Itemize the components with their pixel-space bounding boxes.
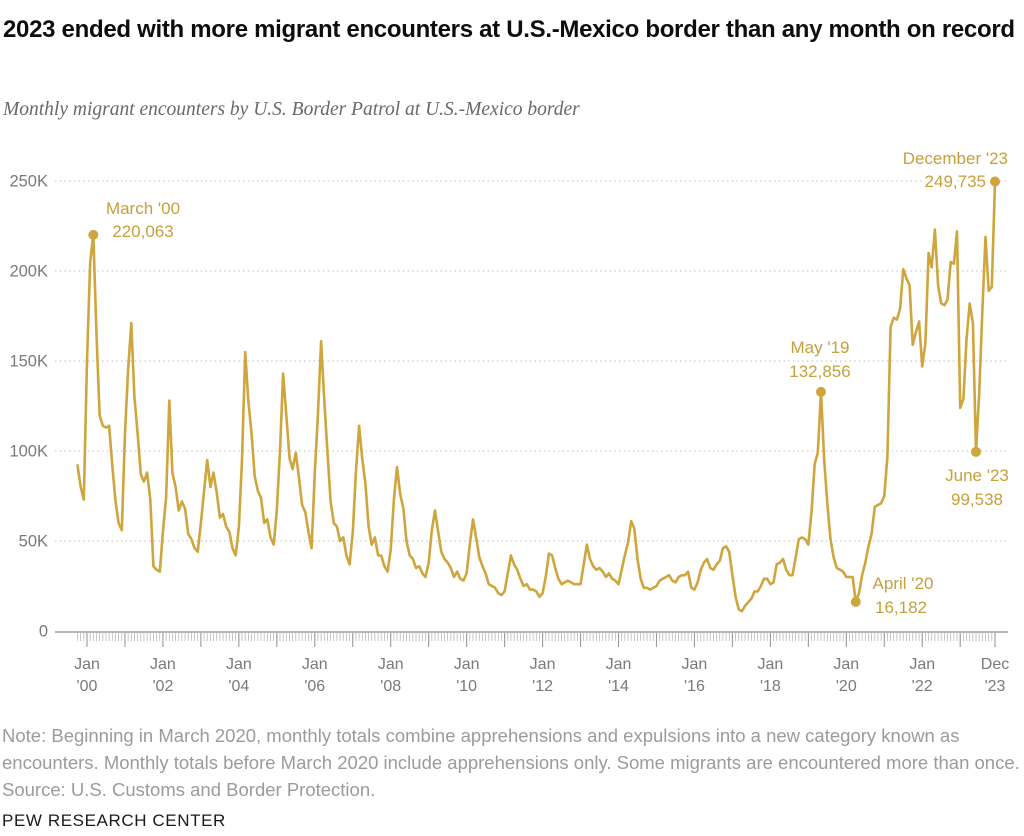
x-axis-label-'22: Jan '22 (909, 656, 935, 695)
annotation-value: 99,538 (951, 490, 1003, 509)
x-axis-label-'02: Jan '02 (150, 656, 176, 695)
x-axis-label-'18: Jan '18 (757, 656, 783, 695)
annotation-value: 249,735 (925, 172, 986, 191)
y-axis-label-200K: 200K (9, 263, 48, 281)
annotation-label: June '23 (945, 466, 1009, 485)
chart-subtitle: Monthly migrant encounters by U.S. Borde… (3, 99, 580, 120)
x-axis-label-'04: Jan '04 (226, 656, 252, 695)
x-axis-label-'16: Jan '16 (682, 656, 708, 695)
y-axis-label-100K: 100K (9, 443, 48, 461)
y-axis-label-0: 0 (39, 623, 48, 641)
chart-note: Note: Beginning in March 2020, monthly t… (2, 722, 1022, 803)
annotation-dot (990, 176, 1001, 187)
y-axis-label-50K: 50K (19, 533, 48, 551)
annotation-label: March '00 (106, 199, 180, 218)
x-axis-label-'08: Jan '08 (378, 656, 404, 695)
annotation-dot (815, 386, 826, 397)
x-axis-label-'12: Jan '12 (530, 656, 556, 695)
x-axis-label-'20: Jan '20 (833, 656, 859, 695)
x-axis-label-'10: Jan '10 (454, 656, 480, 695)
annotation-value: 16,182 (875, 598, 927, 617)
annotation-value: 132,856 (789, 362, 850, 381)
annotation-label: December '23 (903, 149, 1008, 168)
y-axis-label-150K: 150K (9, 353, 48, 371)
note-line-1: Note: Beginning in March 2020, monthly t… (2, 725, 960, 746)
page-title: 2023 ended with more migrant encounters … (3, 16, 1015, 43)
x-axis-label-'14: Jan '14 (606, 656, 632, 695)
annotation-value: 220,063 (112, 222, 173, 241)
y-axis-label-250K: 250K (9, 173, 48, 191)
x-axis-label-'06: Jan '06 (302, 656, 328, 695)
note-line-2: encounters. Monthly totals before March … (2, 752, 1020, 773)
annotation-label: April '20 (873, 574, 934, 593)
encounters-series-line (76, 180, 997, 613)
annotation-dot (850, 596, 861, 607)
x-axis-label-'23: Dec '23 (981, 656, 1009, 695)
annotation-dot (971, 446, 982, 457)
x-axis-label-'00: Jan '00 (74, 656, 100, 695)
encounters-line-chart: 0 50K 100K 150K 200K 250K Jan '00 Jan '02 Jan '04 Ja… (9, 146, 1011, 695)
footer-brand: PEW RESEARCH CENTER (2, 811, 226, 830)
source-line: Source: U.S. Customs and Border Protecti… (2, 779, 376, 800)
annotation-dot (88, 229, 99, 240)
annotation-label: May '19 (791, 338, 850, 357)
